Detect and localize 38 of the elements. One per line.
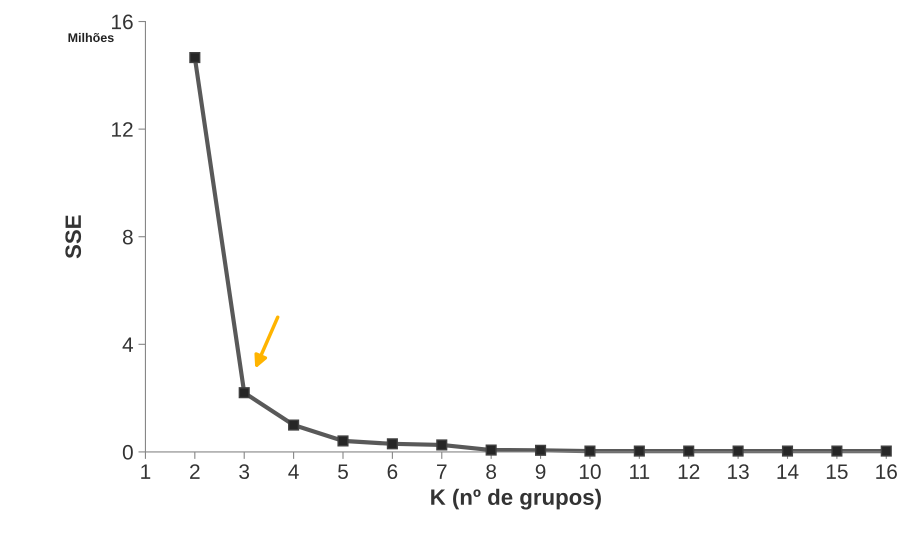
x-tick-label: 2 [190,464,200,479]
point [634,446,645,457]
point [534,444,546,456]
x-tick-label: 11 [630,464,650,479]
x-tick-label: 7 [437,464,447,479]
point [386,438,398,450]
x-tick-label: 8 [486,464,496,480]
point [238,387,250,398]
x-tick-label: 6 [388,464,398,480]
y-tick-label: 4 [122,338,134,352]
x-tick-label: 9 [536,464,546,480]
y-tick-label: 8 [122,230,133,244]
point [831,446,842,457]
x-tick-label: 3 [239,464,250,480]
x-tick-label: 15 [826,464,848,480]
text: Milhões [68,32,114,42]
x-tick-label: 12 [678,464,700,479]
y-tick-label: 16 [112,14,133,30]
x-tick-label: 1 [141,464,150,479]
y-axis-title: SSE [65,215,82,258]
x-axis-title: K (nº de grupos) [431,488,601,510]
point [732,446,744,457]
x-tick-label: 16 [876,464,897,480]
point [288,419,300,431]
point [584,446,596,457]
point [337,435,349,446]
point [782,446,794,457]
x-tick-label: 4 [288,464,299,479]
y-tick-label: 0 [122,444,133,460]
point [486,444,497,456]
point [683,446,694,457]
point [189,52,200,64]
x-tick-label: 5 [338,464,348,480]
x-tick-label: 10 [580,464,601,480]
point [436,439,448,450]
y-tick-label: 12 [112,122,133,137]
x-tick-label: 13 [728,464,749,480]
x-tick-label: 14 [778,464,798,479]
